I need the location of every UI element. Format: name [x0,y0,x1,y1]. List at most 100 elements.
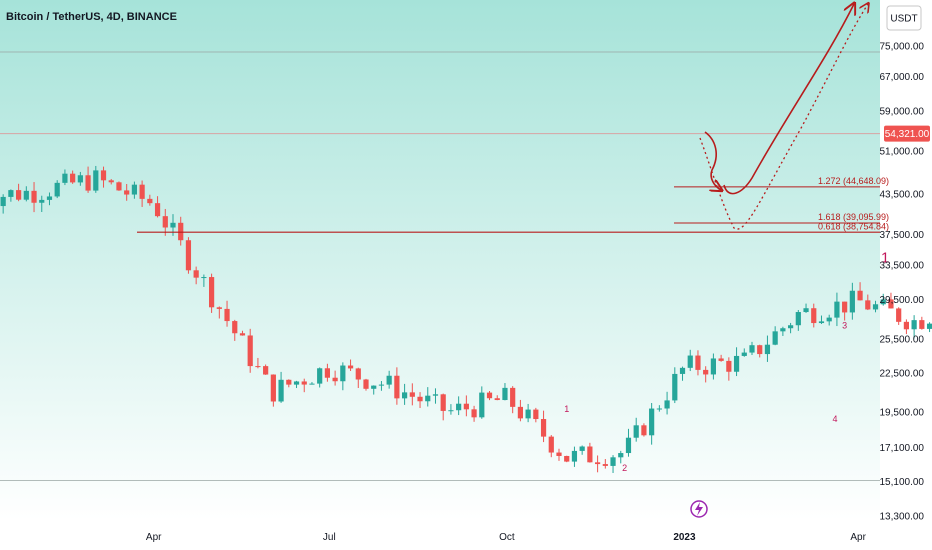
candle-body [62,173,68,183]
candle-body [718,358,724,361]
candle-body [587,446,593,463]
candle-body [772,331,778,345]
candle-body [409,392,415,397]
wave-label: 2 [622,463,627,473]
candle-body [216,307,222,309]
candle-body [618,453,624,458]
lightning-icon[interactable] [690,500,708,518]
x-tick-label: 2023 [673,532,696,543]
candle-body [116,182,122,191]
candle-body [108,180,114,183]
candle-body [525,409,531,419]
candles [0,165,932,473]
candle-body [502,387,508,401]
candle-body [471,409,477,418]
projection-arrow-short [704,131,721,190]
wave-label: 1 [564,404,569,414]
plot-background [0,0,880,520]
candle-body [0,196,6,207]
candle-body [93,170,99,191]
fib-level-label: 0.618 (38,754.84) [818,221,889,231]
candle-body [679,367,686,374]
candle-body [317,368,323,384]
candle-body [610,457,616,466]
candle-body [239,333,246,336]
chart-title: Bitcoin / TetherUS, 4D, BINANCE [6,11,177,23]
candle-body [602,464,608,466]
candle-body [926,323,932,329]
candle-body [209,277,215,308]
candle-body [510,387,516,407]
candle-body [865,300,871,310]
candle-body [278,379,284,402]
candle-body [193,270,199,278]
candle-body [16,190,22,200]
candle-body [486,392,493,399]
candle-body [448,410,454,412]
wave-label: 1 [881,250,889,267]
candle-body [656,408,662,410]
candle-body [564,455,570,462]
candle-body [293,381,300,385]
candle-body [363,379,369,389]
candle-body [224,308,230,322]
candle-body [880,299,886,305]
horizontal-guides [0,51,880,481]
candle-body [672,373,678,401]
candle-body [595,462,601,465]
current-price-tag: 54,321.00 [884,125,930,142]
candle-body [896,308,902,322]
candle-body [842,301,848,313]
candle-body [664,400,670,409]
candle-body [849,290,855,313]
candle-body [456,403,462,411]
y-tick-label: 33,500.00 [880,260,925,271]
candle-body [749,345,755,353]
candle-body [695,355,701,370]
candle-body [818,321,825,324]
y-tick-label: 29,500.00 [880,295,925,306]
candle-body [139,184,145,199]
candle-body [479,392,485,418]
candle-body [649,408,655,436]
candle-body [324,368,330,378]
currency-button[interactable]: USDT [886,5,922,31]
candle-body [625,437,632,454]
y-axis-panel [880,0,932,550]
candle-body [100,170,107,181]
candle-body [641,425,647,436]
y-tick-label: 22,500.00 [880,369,925,380]
y-tick-label: 19,500.00 [880,408,925,419]
y-tick-label: 67,000.00 [880,72,925,83]
candle-body [733,355,740,372]
x-tick-label: Apr [850,532,866,543]
candle-body [417,396,423,402]
y-tick-label: 75,000.00 [880,42,925,53]
candle-body [710,358,716,375]
candle-body [548,436,554,453]
candle-body [54,182,60,197]
candle-body [85,175,91,191]
candle-body [919,320,925,329]
candle-body [757,345,763,355]
candle-body [270,374,276,402]
y-tick-label: 59,000.00 [880,107,925,118]
candle-body [795,312,801,326]
candle-body [201,277,207,279]
candle-body [425,395,431,402]
wave-labels: 12341AB212343 [564,250,889,473]
y-tick-label: 17,100.00 [880,443,925,454]
wave-label: 3 [842,321,847,331]
candle-body [309,383,315,385]
current-price-text: 54,321.00 [885,129,930,140]
candle-body [533,409,539,420]
candle-body [834,301,840,318]
candle-body [726,360,732,372]
x-axis-panel [0,520,880,550]
x-tick-label: Oct [499,532,515,543]
candle-body [340,365,346,382]
candle-body [162,216,168,228]
wave-label: 4 [832,414,837,424]
